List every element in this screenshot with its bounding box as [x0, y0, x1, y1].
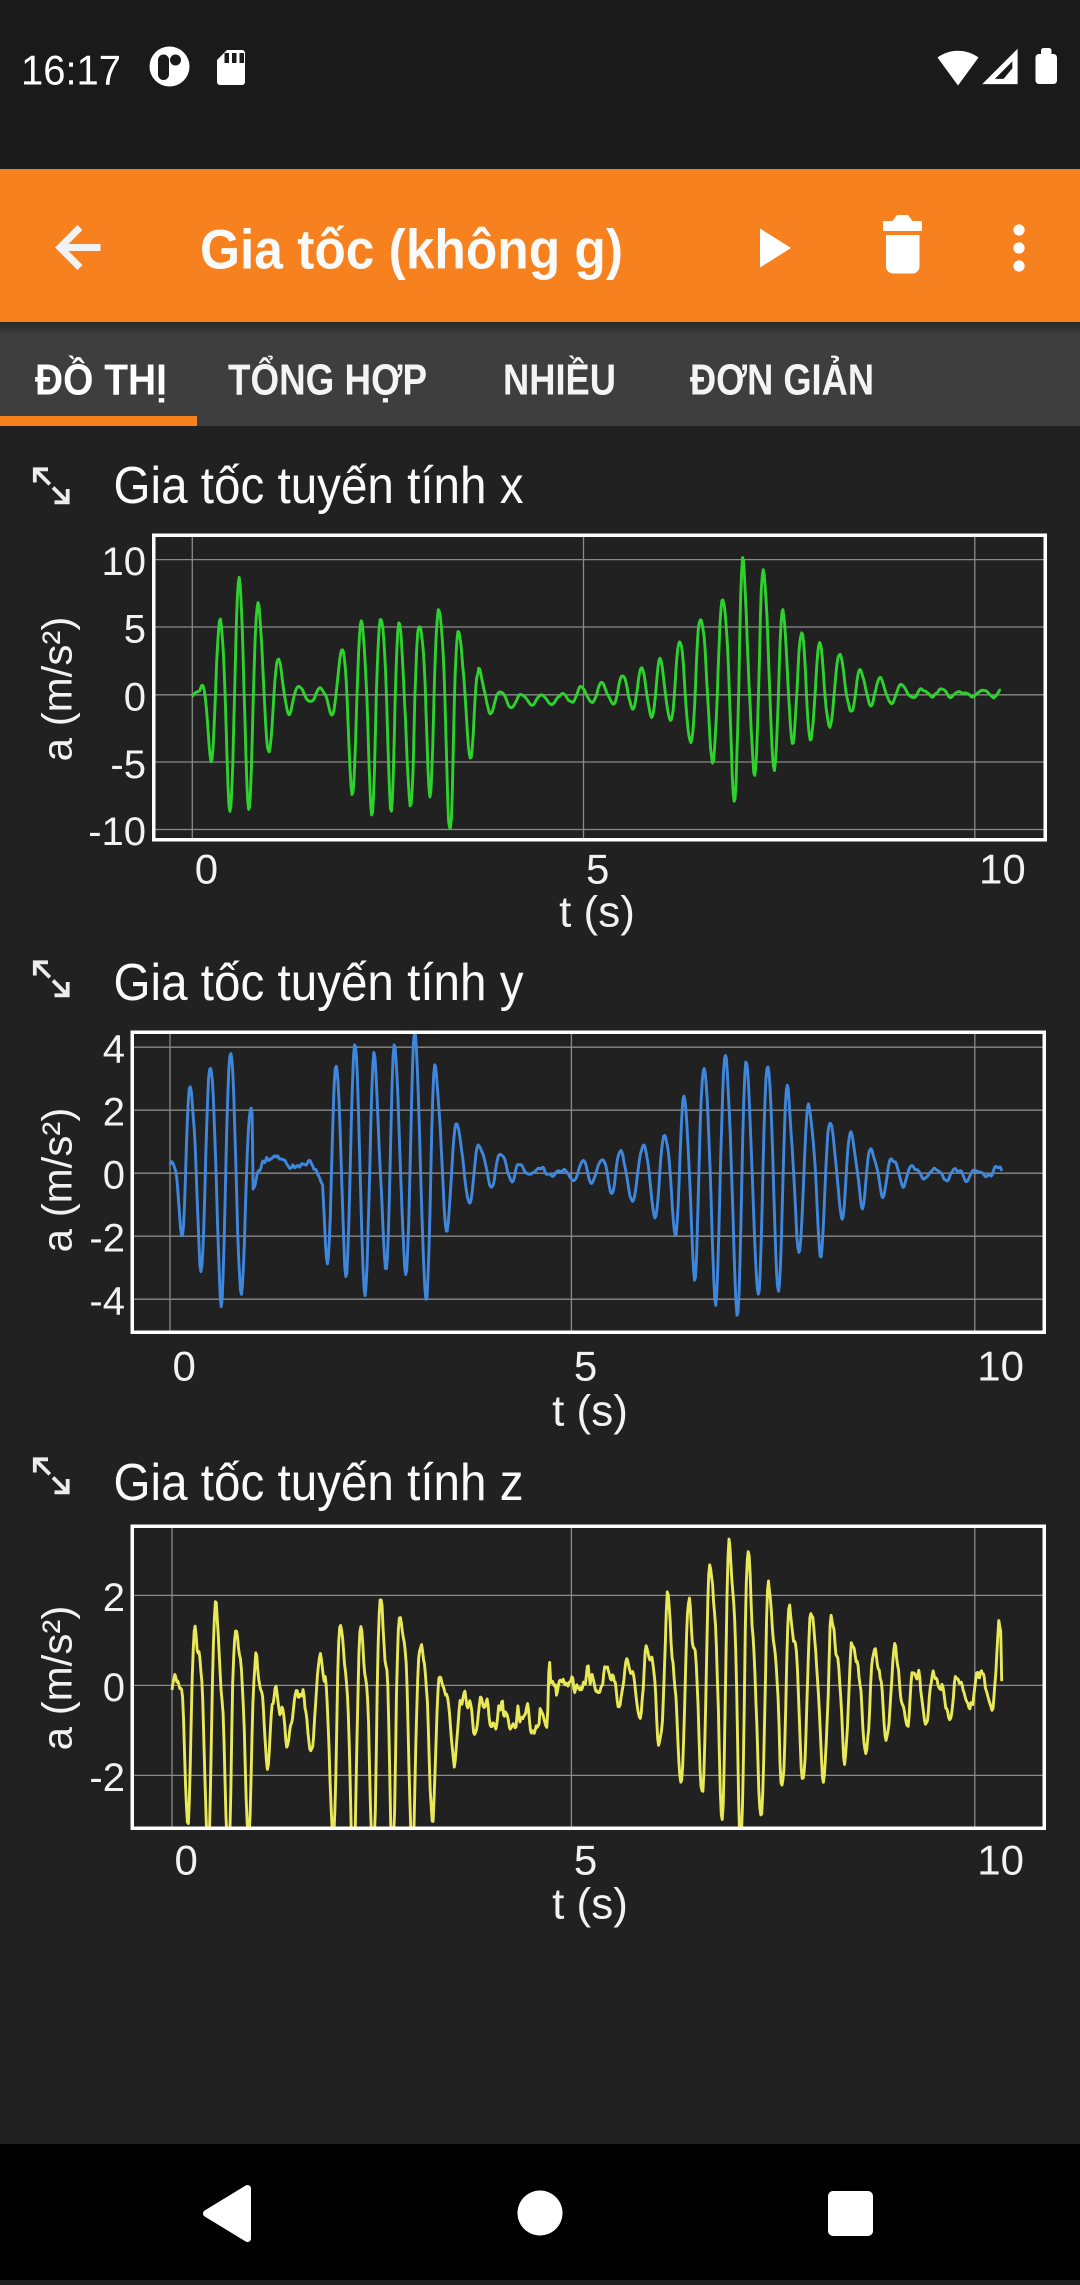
svg-text:0: 0: [103, 1154, 125, 1198]
svg-text:4: 4: [103, 1028, 125, 1072]
svg-text:t (s): t (s): [552, 1880, 628, 1929]
svg-text:NHIỀU: NHIỀU: [503, 355, 616, 405]
svg-text:2: 2: [103, 1091, 125, 1135]
svg-text:0: 0: [195, 846, 218, 893]
svg-text:a (m/s²): a (m/s²): [34, 1606, 81, 1751]
svg-text:Gia tốc tuyến tính y: Gia tốc tuyến tính y: [114, 954, 524, 1012]
svg-text:t (s): t (s): [552, 1387, 628, 1436]
svg-text:-4: -4: [89, 1280, 125, 1324]
svg-text:0: 0: [124, 675, 146, 719]
svg-text:a (m/s²): a (m/s²): [34, 617, 81, 762]
svg-text:16:17: 16:17: [21, 47, 121, 94]
svg-text:Gia tốc tuyến tính x: Gia tốc tuyến tính x: [114, 457, 524, 515]
svg-text:TỔNG HỢP: TỔNG HỢP: [228, 354, 427, 405]
svg-text:Gia tốc tuyến tính z: Gia tốc tuyến tính z: [114, 1454, 524, 1512]
svg-text:5: 5: [574, 1837, 597, 1884]
svg-text:-2: -2: [89, 1756, 125, 1800]
svg-text:t (s): t (s): [559, 888, 635, 937]
svg-text:0: 0: [173, 1343, 196, 1390]
svg-text:10: 10: [979, 846, 1026, 893]
svg-text:5: 5: [574, 1343, 597, 1390]
svg-text:0: 0: [103, 1666, 125, 1710]
svg-text:ĐỒ THỊ: ĐỒ THỊ: [35, 355, 167, 405]
svg-text:10: 10: [102, 540, 147, 584]
svg-text:10: 10: [977, 1837, 1024, 1884]
svg-text:5: 5: [124, 608, 146, 652]
svg-text:0: 0: [175, 1837, 198, 1884]
svg-text:ĐƠN GIẢN: ĐƠN GIẢN: [690, 355, 874, 405]
svg-text:-2: -2: [89, 1217, 125, 1261]
svg-text:10: 10: [977, 1343, 1024, 1390]
svg-text:-10: -10: [88, 810, 146, 854]
svg-text:a (m/s²): a (m/s²): [34, 1108, 81, 1253]
svg-text:-5: -5: [110, 743, 146, 787]
svg-text:2: 2: [103, 1576, 125, 1620]
svg-text:Gia tốc (không g): Gia tốc (không g): [200, 218, 623, 281]
svg-text:5: 5: [586, 846, 609, 893]
